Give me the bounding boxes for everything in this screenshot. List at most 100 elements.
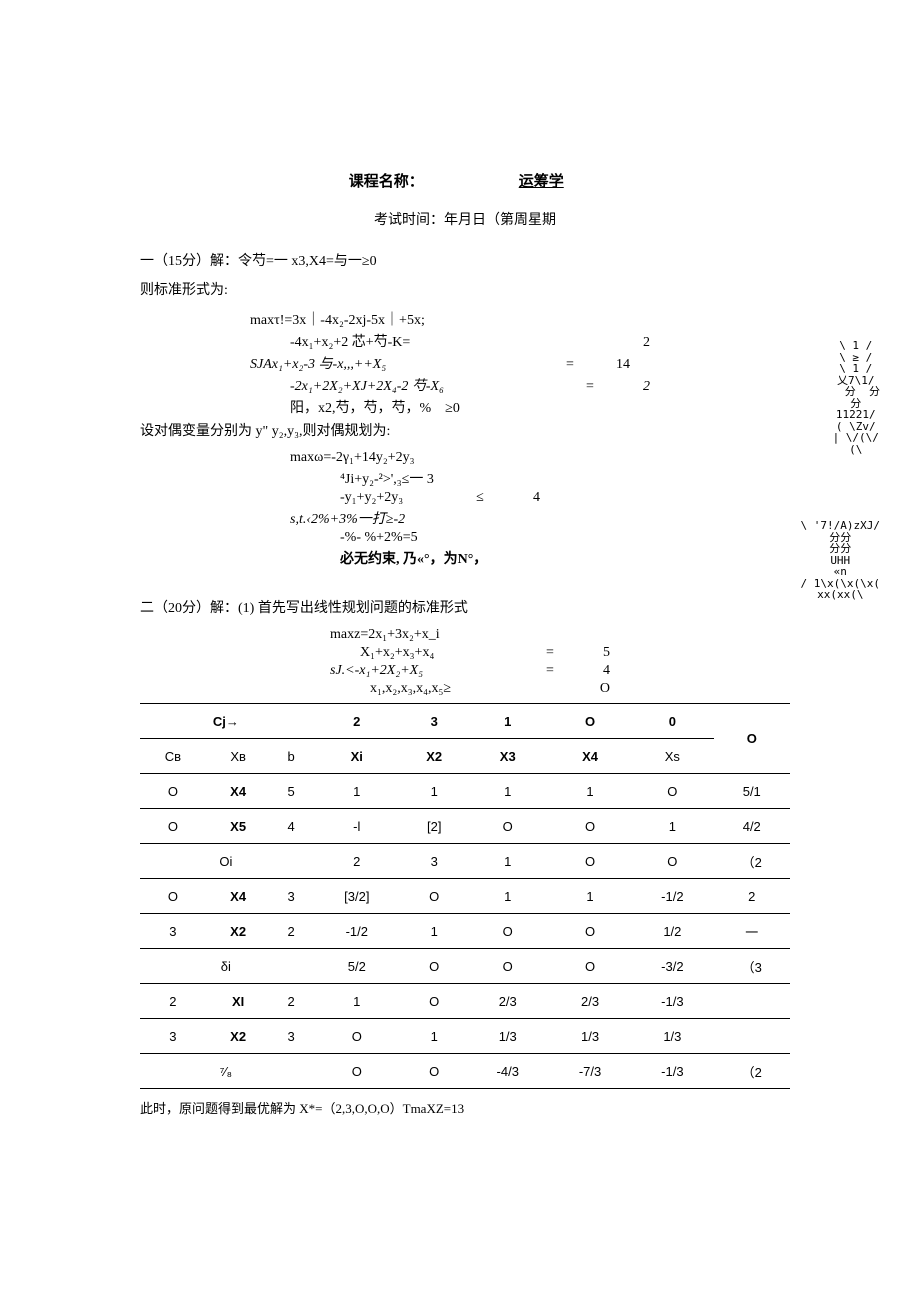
table-cell: -3/2 <box>631 949 713 984</box>
sec2-eq-2: X₁+x₂+x₃+x₄ = 5 <box>330 645 790 661</box>
section1-heading: 一（15分）解：令芍=一 x3,X4=与一≥0 <box>140 251 790 272</box>
table-cell: 5/2 <box>312 949 402 984</box>
table-header-row-2: Cв Xв b Xi X2 X3 X4 Xs <box>140 739 790 774</box>
eq-line-4: -2x₁+2X₂+XJ+2X₄-2 芍-X₆ = 2 <box>140 375 790 395</box>
table-cell: 1 <box>467 879 549 914</box>
course-value: 运筹学 <box>501 170 581 191</box>
margin-annotation-2: \ '7!/A)zXJ/ 分分 分分 UHH «n / 1\x(\x(\x( x… <box>801 520 880 601</box>
table-cell: 0 <box>631 704 713 739</box>
table-cell: -l <box>312 809 402 844</box>
table-cell: 1 <box>467 844 549 879</box>
table-cell: 1 <box>549 774 631 809</box>
table-cell: O <box>402 949 467 984</box>
table-cell: 3 <box>140 1019 206 1054</box>
table-cell: Xi <box>312 739 402 774</box>
eq-line-2: -4x₁+x₂+2 芯+芍-K= 2 <box>140 331 790 351</box>
exam-time-text: 考试时间：年月日（第周星期 <box>374 213 556 228</box>
table-cell: 3 <box>402 844 467 879</box>
table-cell: Cj→ <box>140 704 312 739</box>
table-cell: O <box>402 984 467 1019</box>
course-label: 课程名称： <box>349 174 424 190</box>
table-cell: 1/3 <box>467 1019 549 1054</box>
table-row: 2XI21O2/32/3-1/3 <box>140 984 790 1019</box>
table-cell: δi <box>140 949 312 984</box>
table-cell: X2 <box>206 1019 271 1054</box>
table-row: 3X23O11/31/31/3 <box>140 1019 790 1054</box>
dual-line-3: -y₁+y₂+2y₃ ≤ 4 <box>140 490 790 506</box>
table-cell: 1 <box>467 774 549 809</box>
table-cell: X4 <box>206 879 271 914</box>
table-cell: [3/2] <box>312 879 402 914</box>
margin-annotation-1: \ 1 / \ ≥ / \ 1 / 乂7\1/ 分 分 分 11221/ ( \… <box>832 340 881 455</box>
table-cell: 1 <box>631 809 713 844</box>
table-cell: -4/3 <box>467 1054 549 1089</box>
table-cell: O <box>140 774 206 809</box>
table-cell: 2 <box>270 984 311 1019</box>
table-cell: 4 <box>270 809 311 844</box>
table-cell: X4 <box>549 739 631 774</box>
dual-line-1: maxω=-2γ₁+14y₂+2y₃ <box>140 450 790 466</box>
table-cell: ⁷⁄₈ <box>140 1054 312 1089</box>
table-cell: b <box>270 739 311 774</box>
table-cell: O <box>714 704 790 774</box>
table-cell: 3 <box>270 879 311 914</box>
table-cell: 1/2 <box>631 914 713 949</box>
table-cell: 1 <box>402 774 467 809</box>
table-cell: O <box>549 704 631 739</box>
table-cell: X3 <box>467 739 549 774</box>
table-cell: （2 <box>714 844 790 879</box>
table-cell: 3 <box>140 914 206 949</box>
table-cell: 5 <box>270 774 311 809</box>
eq-line-5: 阳，x2,芍，芍，芍，% ≥0 <box>140 397 790 417</box>
table-cell <box>714 1019 790 1054</box>
table-cell: -1/3 <box>631 1054 713 1089</box>
table-cell: -7/3 <box>549 1054 631 1089</box>
table-cell: X2 <box>402 739 467 774</box>
table-cell: O <box>549 914 631 949</box>
dual-line-4: s,t.‹2%+3%一打≥-2 <box>140 508 790 528</box>
table-cell: [2] <box>402 809 467 844</box>
table-cell: 1/3 <box>549 1019 631 1054</box>
table-cell: 1 <box>312 774 402 809</box>
section2-heading: 二（20分）解：(1) 首先写出线性规划问题的标准形式 <box>140 598 790 619</box>
table-cell: 1/3 <box>631 1019 713 1054</box>
sec2-eq-4: x₁,x₂,x₃,x₄,x₅≥ O <box>330 681 790 697</box>
dual-line-2: ⁴Ji+y₂-²>',₃≤一 3 <box>140 468 790 488</box>
table-cell: 2 <box>270 914 311 949</box>
eq-line-1: maxτ!=3x｜-4x₂-2xj-5x｜+5x; <box>140 309 790 329</box>
table-cell: 2 <box>714 879 790 914</box>
table-cell: 2 <box>312 704 402 739</box>
table-cell: 2/3 <box>467 984 549 1019</box>
table-cell: 1 <box>402 1019 467 1054</box>
table-row: ⁷⁄₈OO-4/3-7/3-1/3（2 <box>140 1054 790 1089</box>
table-cell: Xв <box>206 739 271 774</box>
table-cell: -1/3 <box>631 984 713 1019</box>
table-cell: O <box>467 949 549 984</box>
dual-line-5: -%- %+2%=5 <box>140 530 790 546</box>
table-row: Oi231OO（2 <box>140 844 790 879</box>
course-title-line: 课程名称： 运筹学 <box>140 170 790 191</box>
table-cell: O <box>402 879 467 914</box>
table-row: OX43[3/2]O11-1/22 <box>140 879 790 914</box>
table-cell: 4/2 <box>714 809 790 844</box>
table-cell: XI <box>206 984 271 1019</box>
table-cell: 一 <box>714 914 790 949</box>
std-form-label: 则标准形式为: <box>140 280 790 301</box>
table-cell: （3 <box>714 949 790 984</box>
table-cell: 2 <box>140 984 206 1019</box>
table-cell: O <box>631 774 713 809</box>
table-cell: 2 <box>312 844 402 879</box>
table-cell <box>714 984 790 1019</box>
section1-heading-text: 一（15分）解：令芍=一 x3,X4=与一≥0 <box>140 254 377 269</box>
table-cell: O <box>467 809 549 844</box>
sec2-eq-1: maxz=2x₁+3x₂+x_i <box>330 627 790 643</box>
table-cell: （2 <box>714 1054 790 1089</box>
table-cell: 1 <box>549 879 631 914</box>
table-cell: 3 <box>270 1019 311 1054</box>
table-cell: -1/2 <box>631 879 713 914</box>
table-cell: O <box>312 1054 402 1089</box>
table-cell: 1 <box>402 914 467 949</box>
table-header-row-1: Cj→ 2 3 1 O 0 O <box>140 704 790 739</box>
table-row: OX54-l[2]OO14/2 <box>140 809 790 844</box>
table-cell: X2 <box>206 914 271 949</box>
